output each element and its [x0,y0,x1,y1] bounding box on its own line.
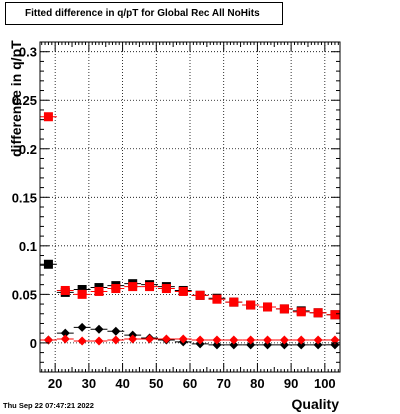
data-series [40,259,340,320]
data-point [128,282,138,292]
x-tick-label: 20 [48,376,62,391]
data-point [263,340,273,350]
data-point [229,297,239,307]
y-tick-label: 0.25 [12,93,37,108]
data-point [77,336,87,346]
data-point [313,335,323,345]
data-point [195,335,205,345]
y-axis-title: difference in q/pT [8,40,24,157]
data-point [94,324,104,334]
data-point [128,334,138,344]
data-point [313,340,323,350]
data-point [246,335,256,345]
data-point [111,284,121,294]
data-point [43,259,53,269]
data-point [94,336,104,346]
y-tick-label: 0.3 [19,45,37,60]
x-tick-label: 100 [314,376,336,391]
data-point [313,308,323,318]
data-point [111,326,121,336]
data-point [94,286,104,296]
chart-series [40,112,340,350]
data-point [279,340,289,350]
data-point [145,282,155,292]
data-point [111,335,121,345]
data-point [60,285,70,295]
data-point [279,304,289,314]
data-point [77,322,87,332]
data-point [330,335,340,345]
x-tick-label: 30 [82,376,96,391]
data-point [77,285,87,294]
data-point [161,284,171,294]
data-point [77,289,87,299]
x-axis-title: Quality [291,396,339,412]
data-point [60,328,70,338]
data-point [263,335,273,345]
x-tick-label: 80 [250,376,264,391]
data-point [246,300,256,310]
data-point [229,335,239,345]
x-tick-label: 40 [115,376,129,391]
data-point [178,286,188,296]
data-point [212,294,222,304]
data-point [263,302,273,312]
y-tick-label: 0.05 [12,287,37,302]
x-tick-label: 70 [216,376,230,391]
data-point [229,340,239,350]
y-tick-label: 0.2 [19,142,37,157]
grid-lines [40,42,340,372]
x-tick-label: 90 [284,376,298,391]
data-point [43,112,53,122]
data-point [296,335,306,345]
data-point [178,334,188,344]
data-point [145,334,155,344]
data-series [40,334,340,346]
data-point [296,307,306,317]
data-point [296,340,306,350]
data-point [246,340,256,350]
timestamp: Thu Sep 22 07:47:21 2022 [3,401,94,410]
data-point [43,335,53,345]
data-series [40,112,340,320]
data-point [330,310,340,320]
chart-title: Fitted difference in q/pT for Global Rec… [5,2,283,25]
x-tick-label: 60 [183,376,197,391]
x-tick-label: 50 [149,376,163,391]
data-point [212,340,222,350]
y-tick-label: 0.15 [12,190,37,205]
y-tick-label: 0 [30,336,37,351]
y-tick-label: 0.1 [19,239,37,254]
data-point [195,290,205,300]
chart-axes: 20 30 40 50 60 70 80 90 100 0 0.05 0.1 0.15 0.2 0.25 0.… [12,41,340,391]
data-point [279,335,289,345]
data-point [60,334,70,344]
data-point [212,335,222,345]
data-point [161,334,171,344]
